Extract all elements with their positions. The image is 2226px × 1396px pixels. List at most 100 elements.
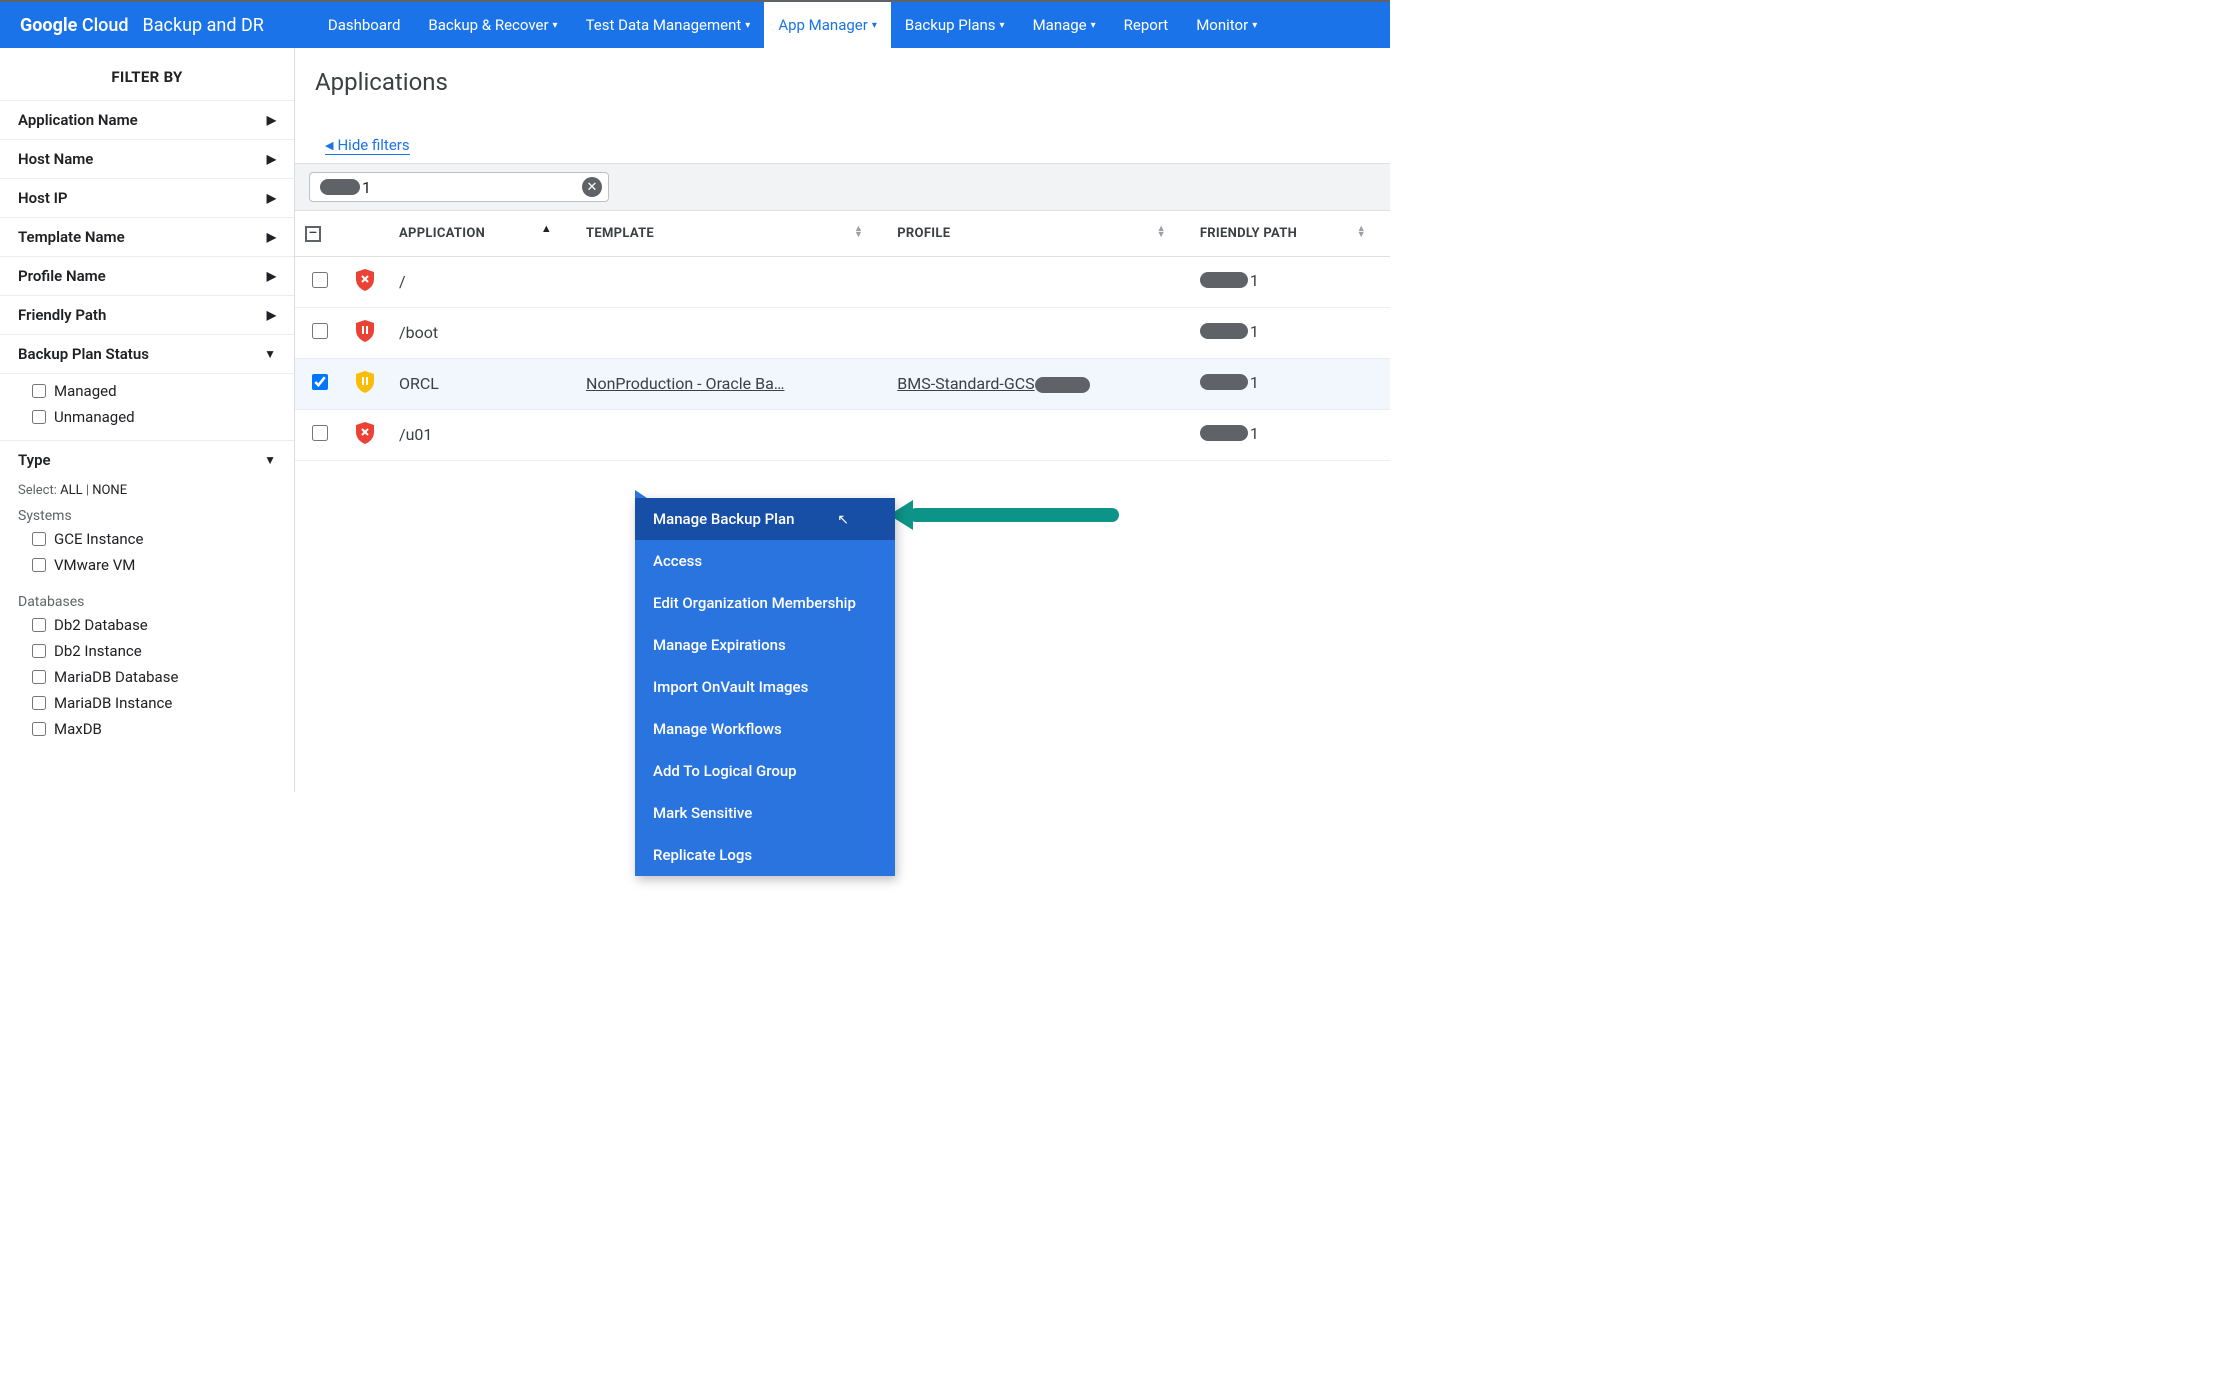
checkbox-maxdb[interactable]: MaxDB (18, 716, 276, 742)
redacted-text (1200, 323, 1248, 339)
redacted-text (320, 179, 360, 195)
cell-application: /boot (389, 307, 576, 358)
caret-right-icon: ▶ (267, 113, 276, 127)
shield-yellow-pause-icon (355, 371, 375, 393)
checkbox-mariadb-database[interactable]: MariaDB Database (18, 664, 276, 690)
ctx-manage-workflows[interactable]: Manage Workflows (635, 708, 895, 750)
nav-items: DashboardBackup & Recover ▾Test Data Man… (314, 2, 1271, 48)
ctx-manage-expirations[interactable]: Manage Expirations (635, 624, 895, 666)
nav-monitor[interactable]: Monitor ▾ (1182, 2, 1271, 48)
redacted-text (1200, 272, 1248, 288)
filter-type[interactable]: Type ▼ (0, 441, 294, 479)
sort-icon: ▲ (541, 226, 552, 232)
row-checkbox[interactable] (312, 374, 328, 390)
cell-profile (887, 307, 1190, 358)
sidebar: FILTER BY Application Name▶Host Name▶Hos… (0, 48, 295, 792)
nav-backup-recover[interactable]: Backup & Recover ▾ (414, 2, 571, 48)
col-profile[interactable]: PROFILE ▲▼ (887, 211, 1190, 256)
close-icon[interactable]: ✕ (582, 177, 602, 197)
nav-manage[interactable]: Manage ▾ (1019, 2, 1110, 48)
redacted-text (1200, 374, 1248, 390)
cell-friendly-path: 1 (1190, 409, 1390, 460)
checkbox-gce-instance[interactable]: GCE Instance (18, 526, 276, 552)
nav-test-data-management[interactable]: Test Data Management ▾ (572, 2, 765, 48)
cell-profile (887, 409, 1190, 460)
chevron-left-icon: ◀ (325, 139, 333, 152)
checkbox-unmanaged[interactable]: Unmanaged (18, 404, 276, 430)
table-row[interactable]: /boot 1 (295, 307, 1390, 358)
sort-icon: ▲▼ (1357, 226, 1366, 238)
ctx-edit-organization-membership[interactable]: Edit Organization Membership (635, 582, 895, 624)
caret-down-icon: ▼ (264, 347, 276, 361)
ctx-add-to-logical-group[interactable]: Add To Logical Group (635, 750, 895, 792)
filter-bar: 1 ✕ (295, 163, 1390, 211)
redacted-text (1200, 425, 1248, 441)
ctx-replicate-logs[interactable]: Replicate Logs (635, 834, 895, 876)
applications-table: — APPLICATION ▲ TEMPLATE ▲▼ PROFILE ▲▼ (295, 211, 1390, 461)
ctx-import-onvault-images[interactable]: Import OnVault Images (635, 666, 895, 708)
row-checkbox[interactable] (312, 425, 328, 441)
nav-app-manager[interactable]: App Manager ▾ (764, 2, 891, 48)
context-menu: Manage Backup Plan↖AccessEdit Organizati… (635, 498, 895, 876)
row-checkbox[interactable] (312, 272, 328, 288)
sidebar-title: FILTER BY (0, 68, 294, 101)
databases-heading: Databases (0, 588, 294, 612)
table-row[interactable]: /1 (295, 256, 1390, 307)
cell-application: / (389, 256, 576, 307)
systems-heading: Systems (0, 502, 294, 526)
filter-backup-plan-status[interactable]: Backup Plan Status ▼ (0, 335, 294, 374)
cell-application: /u01 (389, 409, 576, 460)
product-name: Backup and DR (143, 15, 264, 36)
cell-profile: BMS-Standard-GCS (887, 358, 1190, 409)
table-row[interactable]: /u01 1 (295, 409, 1390, 460)
table-row[interactable]: ORCLNonProduction - Oracle Ba…BMS-Standa… (295, 358, 1390, 409)
row-checkbox[interactable] (312, 323, 328, 339)
hide-filters-link[interactable]: ◀ Hide filters (325, 136, 410, 155)
caret-right-icon: ▶ (267, 308, 276, 322)
filter-host-ip[interactable]: Host IP▶ (0, 179, 294, 218)
shield-red-x-icon (355, 422, 375, 444)
cell-template (576, 409, 887, 460)
checkbox-db-database[interactable]: Db2 Database (18, 612, 276, 638)
chevron-down-icon: ▾ (872, 20, 877, 31)
filter-profile-name[interactable]: Profile Name▶ (0, 257, 294, 296)
cell-application: ORCL (389, 358, 576, 409)
filter-host-name[interactable]: Host Name▶ (0, 140, 294, 179)
sort-icon: ▲▼ (854, 226, 863, 238)
col-application[interactable]: APPLICATION ▲ (389, 211, 576, 256)
cell-friendly-path: 1 (1190, 256, 1390, 307)
shield-red-x-icon (355, 269, 375, 291)
chevron-down-icon: ▾ (745, 20, 750, 31)
caret-down-icon: ▼ (264, 453, 276, 467)
checkbox-managed[interactable]: Managed (18, 378, 276, 404)
select-none[interactable]: NONE (92, 483, 127, 498)
cell-template: NonProduction - Oracle Ba… (576, 358, 887, 409)
filter-friendly-path[interactable]: Friendly Path▶ (0, 296, 294, 335)
nav-dashboard[interactable]: Dashboard (314, 2, 415, 48)
top-nav: Google Cloud Backup and DR DashboardBack… (0, 0, 1390, 48)
redacted-text (1035, 377, 1090, 393)
ctx-manage-backup-plan[interactable]: Manage Backup Plan↖ (635, 498, 895, 540)
col-friendly-path[interactable]: FRIENDLY PATH ▲▼ (1190, 211, 1390, 256)
header-checkbox[interactable]: — (305, 226, 321, 242)
nav-report[interactable]: Report (1110, 2, 1183, 48)
checkbox-vmware-vm[interactable]: VMware VM (18, 552, 276, 578)
filter-application-name[interactable]: Application Name▶ (0, 101, 294, 140)
annotation-arrow (909, 508, 1119, 522)
caret-right-icon: ▶ (267, 191, 276, 205)
brand: Google Cloud Backup and DR (20, 15, 264, 36)
nav-backup-plans[interactable]: Backup Plans ▾ (891, 2, 1019, 48)
chevron-down-icon: ▾ (553, 20, 558, 31)
type-select-line: Select: ALL | NONE (0, 479, 294, 502)
cursor-icon: ↖ (837, 512, 849, 528)
col-template[interactable]: TEMPLATE ▲▼ (576, 211, 887, 256)
ctx-mark-sensitive[interactable]: Mark Sensitive (635, 792, 895, 834)
select-all[interactable]: ALL (60, 483, 82, 498)
ctx-access[interactable]: Access (635, 540, 895, 582)
filter-template-name[interactable]: Template Name▶ (0, 218, 294, 257)
caret-right-icon: ▶ (267, 230, 276, 244)
cell-friendly-path: 1 (1190, 307, 1390, 358)
checkbox-db-instance[interactable]: Db2 Instance (18, 638, 276, 664)
filter-chip[interactable]: 1 ✕ (309, 172, 609, 202)
checkbox-mariadb-instance[interactable]: MariaDB Instance (18, 690, 276, 716)
